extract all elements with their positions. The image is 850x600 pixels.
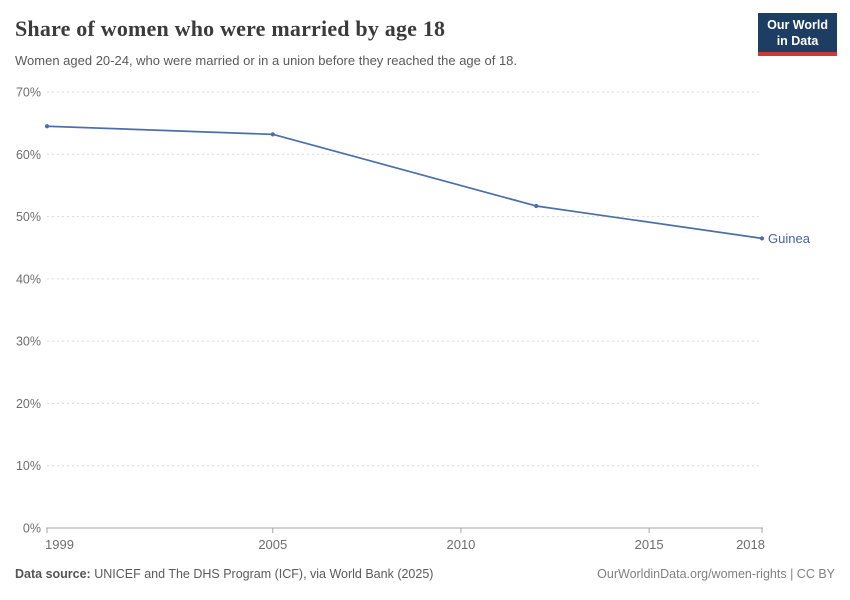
x-tick-label: 1999: [45, 537, 74, 552]
data-line-guinea[interactable]: [46, 125, 763, 240]
y-tick-label: 0%: [23, 522, 41, 536]
footer-separator: |: [786, 567, 797, 581]
owid-logo[interactable]: Our World in Data: [758, 13, 837, 56]
entity-label-guinea: Guinea: [768, 231, 811, 246]
x-tick-label: 2015: [635, 537, 664, 552]
data-point[interactable]: [534, 203, 539, 209]
logo-line-2: in Data: [776, 34, 819, 48]
page-title: Share of women who were married by age 1…: [15, 16, 446, 41]
y-tick-label: 40%: [16, 272, 41, 286]
chart-footer: Data source: UNICEF and The DHS Program …: [15, 567, 835, 581]
data-point[interactable]: [44, 124, 50, 129]
data-point[interactable]: [759, 236, 765, 241]
owid-link[interactable]: OurWorldinData.org/women-rights: [597, 567, 787, 581]
license-label: CC BY: [796, 567, 835, 581]
footer-license: OurWorldinData.org/women-rights | CC BY: [597, 567, 835, 581]
chart-subtitle: Women aged 20-24, who were married or in…: [15, 53, 518, 68]
line-chart-plot-area[interactable]: 0% 10% 20% 30% 40% 50% 60% 70% 1999 2005 2010 2015 2…: [0, 80, 850, 555]
y-tick-label: 70%: [16, 86, 41, 100]
data-point[interactable]: [270, 132, 275, 137]
data-source-text: UNICEF and The DHS Program (ICF), via Wo…: [94, 567, 434, 581]
y-tick-label: 20%: [16, 397, 41, 411]
y-tick-label: 10%: [16, 459, 41, 473]
y-tick-label: 30%: [16, 335, 41, 349]
data-source-label: Data source:: [15, 567, 91, 581]
x-tick-label: 2005: [258, 537, 287, 552]
logo-line-1: Our World: [767, 18, 828, 32]
y-tick-label: 50%: [16, 210, 41, 224]
y-tick-label: 60%: [16, 148, 41, 162]
x-tick-label: 2018: [736, 537, 765, 552]
x-tick-label: 2010: [446, 537, 475, 552]
data-source-note: Data source: UNICEF and The DHS Program …: [15, 567, 433, 581]
